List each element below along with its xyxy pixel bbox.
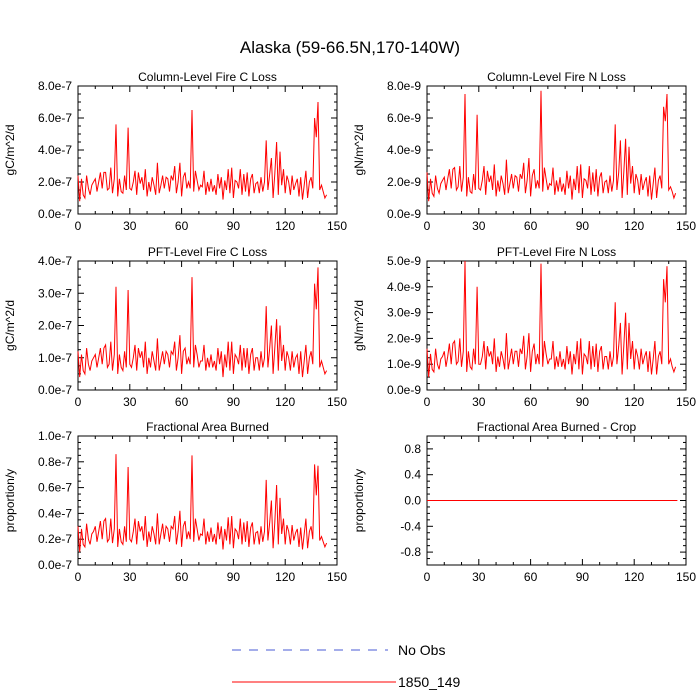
y-axis-label: gC/m^2/d xyxy=(3,300,17,351)
series-line-1850_149 xyxy=(426,90,677,202)
x-tick-label: 0 xyxy=(424,395,431,409)
x-tick-label: 150 xyxy=(327,570,347,584)
x-tick-label: 60 xyxy=(524,570,538,584)
x-tick-label: 60 xyxy=(524,219,538,233)
x-tick-label: 90 xyxy=(576,395,590,409)
x-tick-label: 0 xyxy=(424,570,431,584)
y-tick-label: 0.4 xyxy=(404,468,421,482)
y-tick-label: 2.0e-9 xyxy=(387,175,421,189)
x-tick-label: 150 xyxy=(676,395,696,409)
y-tick-label: -0.8 xyxy=(400,545,421,559)
panel-6: Fractional Area Burned - Crop proportion/… xyxy=(352,420,696,584)
x-tick-label: 30 xyxy=(123,219,137,233)
panel-title: PFT-Level Fire C Loss xyxy=(148,245,267,259)
panel-3: PFT-Level Fire C Loss gC/m^2/d 0 30 60 90 120 1… xyxy=(3,245,347,409)
x-tick-label: 30 xyxy=(472,395,486,409)
y-tick-label: 6.0e-9 xyxy=(387,111,421,125)
x-tick-label: 30 xyxy=(472,219,486,233)
x-tick-label: 120 xyxy=(275,219,295,233)
panel-title: Column-Level Fire N Loss xyxy=(487,70,626,84)
panel-4: PFT-Level Fire N Loss gN/m^2/d 0 30 60 90 120 1… xyxy=(352,245,696,409)
y-tick-label: -0.4 xyxy=(400,519,421,533)
y-axis-label: proportion/y xyxy=(352,469,366,532)
x-tick-label: 150 xyxy=(327,395,347,409)
series-line-1850_149 xyxy=(77,267,328,378)
y-tick-label: 8.0e-7 xyxy=(38,79,72,93)
y-axis-label: gN/m^2/d xyxy=(352,125,366,176)
x-tick-label: 0 xyxy=(424,219,431,233)
y-tick-label: 4.0e-7 xyxy=(38,143,72,157)
x-tick-label: 60 xyxy=(175,570,189,584)
series-line-1850_149 xyxy=(77,101,328,202)
x-tick-label: 60 xyxy=(175,219,189,233)
x-tick-label: 90 xyxy=(227,395,241,409)
y-tick-label: 1.0e-7 xyxy=(38,429,72,443)
y-tick-label: 0.0e-7 xyxy=(38,383,72,397)
y-tick-label: 2.0e-9 xyxy=(387,331,421,345)
y-tick-label: 6.0e-7 xyxy=(38,111,72,125)
y-tick-label: 0.0 xyxy=(404,494,421,508)
panel-title: PFT-Level Fire N Loss xyxy=(497,245,616,259)
y-tick-label: 4.0e-9 xyxy=(387,143,421,157)
panel-title: Column-Level Fire C Loss xyxy=(138,70,277,84)
x-tick-label: 60 xyxy=(175,395,189,409)
y-tick-label: 1.0e-9 xyxy=(387,357,421,371)
y-tick-label: 2.0e-7 xyxy=(38,319,72,333)
x-tick-label: 30 xyxy=(472,570,486,584)
series-line-1850_149 xyxy=(426,260,677,378)
x-tick-label: 120 xyxy=(624,395,644,409)
y-tick-label: 0.0e-9 xyxy=(387,383,421,397)
x-tick-label: 0 xyxy=(75,395,82,409)
y-tick-label: 0.0e-9 xyxy=(387,207,421,221)
panel-2: Column-Level Fire N Loss gN/m^2/d 0 30 60 90 1… xyxy=(352,70,696,233)
x-tick-label: 120 xyxy=(624,219,644,233)
x-tick-label: 60 xyxy=(524,395,538,409)
x-tick-label: 120 xyxy=(275,395,295,409)
y-axis-label: gC/m^2/d xyxy=(3,125,17,176)
y-tick-label: 0.4e-7 xyxy=(38,506,72,520)
y-axis-label: proportion/y xyxy=(3,469,17,532)
y-tick-label: 0.8 xyxy=(404,442,421,456)
legend: No Obs 1850_149 xyxy=(232,642,461,690)
panel-5: Fractional Area Burned proportion/y 0 30 60 9… xyxy=(3,420,347,584)
x-tick-label: 150 xyxy=(327,219,347,233)
y-tick-label: 0.0e-7 xyxy=(38,207,72,221)
y-tick-label: 4.0e-9 xyxy=(387,280,421,294)
x-tick-label: 0 xyxy=(75,570,82,584)
y-tick-label: 0.0e-7 xyxy=(38,558,72,572)
x-tick-label: 90 xyxy=(576,570,590,584)
y-tick-label: 8.0e-9 xyxy=(387,79,421,93)
y-tick-label: 3.0e-9 xyxy=(387,306,421,320)
series-line-1850_149 xyxy=(77,454,328,553)
x-tick-label: 150 xyxy=(676,570,696,584)
x-tick-label: 90 xyxy=(227,219,241,233)
panel-title: Fractional Area Burned - Crop xyxy=(477,420,637,434)
x-tick-label: 30 xyxy=(123,395,137,409)
figure-title: Alaska (59-66.5N,170-140W) xyxy=(240,38,460,57)
x-tick-label: 90 xyxy=(227,570,241,584)
x-tick-label: 90 xyxy=(576,219,590,233)
panels: Column-Level Fire C Loss gC/m^2/d 0 30 60 90 1… xyxy=(3,70,696,584)
y-tick-label: 0.2e-7 xyxy=(38,532,72,546)
y-tick-label: 5.0e-9 xyxy=(387,254,421,268)
panel-1: Column-Level Fire C Loss gC/m^2/d 0 30 60 90 1… xyxy=(3,70,347,233)
y-tick-label: 4.0e-7 xyxy=(38,254,72,268)
y-tick-label: 3.0e-7 xyxy=(38,286,72,300)
x-tick-label: 120 xyxy=(275,570,295,584)
x-tick-label: 0 xyxy=(75,219,82,233)
x-tick-label: 120 xyxy=(624,570,644,584)
x-tick-label: 30 xyxy=(123,570,137,584)
y-axis-label: gN/m^2/d xyxy=(352,300,366,351)
panel-title: Fractional Area Burned xyxy=(146,420,269,434)
y-tick-label: 2.0e-7 xyxy=(38,175,72,189)
legend-label-no-obs: No Obs xyxy=(398,642,445,658)
y-tick-label: 0.6e-7 xyxy=(38,481,72,495)
x-tick-label: 150 xyxy=(676,219,696,233)
y-tick-label: 1.0e-7 xyxy=(38,351,72,365)
y-tick-label: 0.8e-7 xyxy=(38,455,72,469)
legend-label-1850-149: 1850_149 xyxy=(398,674,461,690)
